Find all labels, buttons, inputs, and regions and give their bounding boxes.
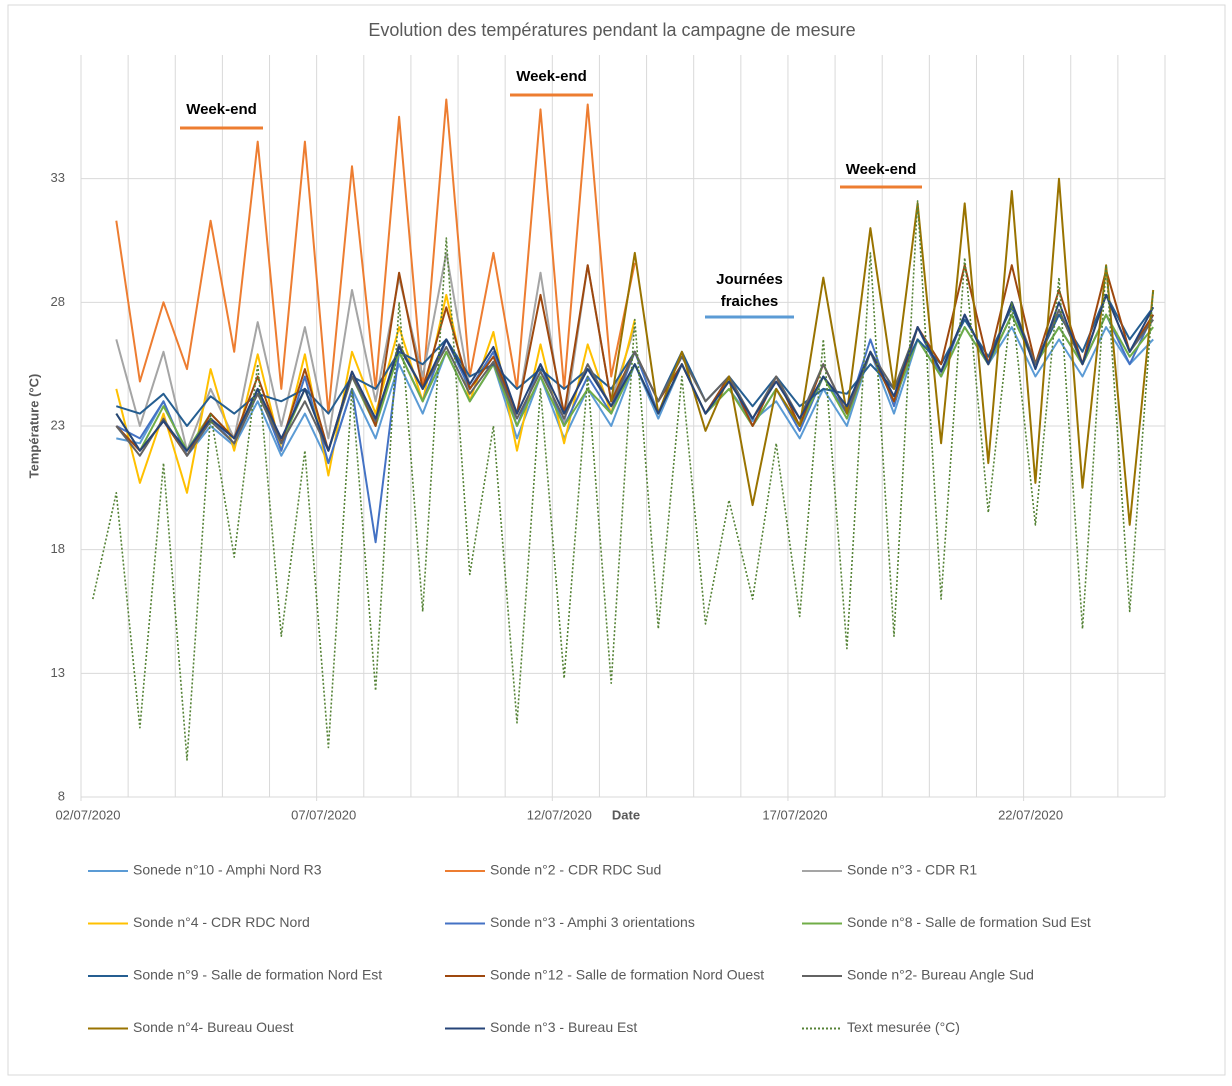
y-tick-label: 23: [51, 417, 65, 432]
legend-label: Sonde n°4 - CDR RDC Nord: [133, 914, 310, 930]
x-tick-label: 07/07/2020: [291, 807, 356, 822]
x-tick-label: 12/07/2020: [527, 807, 592, 822]
legend-label: Sonede n°10 - Amphi Nord R3: [133, 862, 322, 878]
series-line: [115, 293, 1155, 452]
x-tick-label: 02/07/2020: [55, 807, 120, 822]
y-axis-title: Température (°C): [26, 374, 41, 479]
legend-label: Sonde n°3 - Bureau Est: [490, 1019, 637, 1035]
chart-border: [7, 4, 1226, 1076]
legend-label: Sonde n°12 - Salle de formation Nord Oue…: [490, 967, 764, 983]
legend-label: Sonde n°2 - CDR RDC Sud: [490, 862, 661, 878]
annotation-text: Week-end: [516, 68, 587, 85]
annotation-text: Week-end: [186, 101, 257, 118]
chart-title: Evolution des températures pendant la ca…: [368, 20, 855, 40]
legend-label: Sonde n°3 - CDR R1: [847, 862, 977, 878]
x-axis-title: Date: [612, 807, 640, 822]
legend-label: Sonde n°9 - Salle de formation Nord Est: [133, 967, 382, 983]
legend-label: Sonde n°3 - Amphi 3 orientations: [490, 914, 695, 930]
y-tick-label: 8: [58, 788, 65, 803]
x-tick-label: 17/07/2020: [762, 807, 827, 822]
y-tick-label: 33: [51, 170, 65, 185]
y-tick-label: 28: [51, 294, 65, 309]
y-tick-label: 13: [51, 665, 65, 680]
annotation-text: fraiches: [721, 293, 779, 310]
series-line: [610, 177, 1155, 526]
legend-label: Sonde n°8 - Salle de formation Sud Est: [847, 914, 1091, 930]
legend-label: Text mesurée (°C): [847, 1019, 960, 1035]
legend-label: Sonde n°2- Bureau Angle Sud: [847, 967, 1034, 983]
y-tick-label: 18: [51, 541, 65, 556]
annotation-text: Week-end: [846, 161, 917, 178]
series-line: [115, 293, 636, 494]
annotation-text: Journées: [716, 271, 783, 288]
x-tick-label: 22/07/2020: [998, 807, 1063, 822]
legend-label: Sonde n°4- Bureau Ouest: [133, 1019, 294, 1035]
